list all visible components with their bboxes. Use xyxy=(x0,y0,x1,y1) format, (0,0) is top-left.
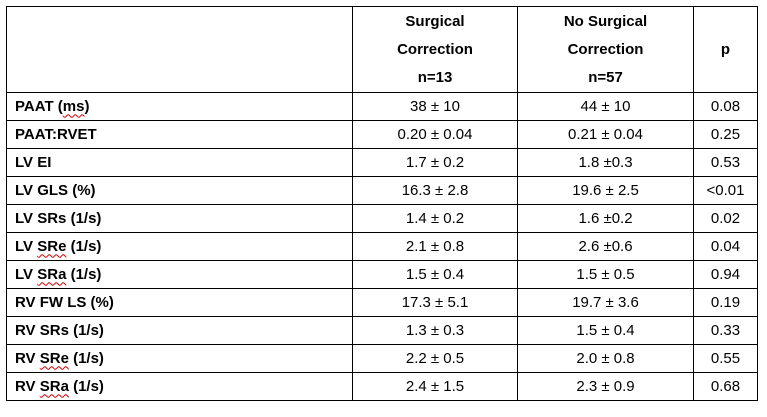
header-line: Surgical xyxy=(405,13,465,30)
table-row: LV SRa (1/s) 1.5 ± 0.4 1.5 ± 0.5 0.94 xyxy=(6,260,758,289)
header-line: No Surgical xyxy=(563,13,648,30)
no-surgical-value: 19.6 ± 2.5 xyxy=(517,176,694,205)
p-value: 0.25 xyxy=(693,120,758,149)
row-label: LV SRs (1/s) xyxy=(6,204,353,233)
header-surgical-correction: Surgical Correction n=13 xyxy=(352,6,518,93)
surgical-value: 1.4 ± 0.2 xyxy=(352,204,518,233)
surgical-value: 17.3 ± 5.1 xyxy=(352,288,518,317)
row-label-text: RV xyxy=(15,377,40,395)
row-label-spellcheck-text: SRa xyxy=(37,265,67,283)
row-label-spellcheck-text: SRe xyxy=(37,237,67,255)
row-label-text: (1/s) xyxy=(66,265,102,283)
comparison-table: Surgical Correction n=13 No Surgical Cor… xyxy=(6,6,758,401)
p-value: 0.19 xyxy=(693,288,758,317)
no-surgical-value: 44 ± 10 xyxy=(517,92,694,121)
row-label: RV SRa (1/s) xyxy=(6,372,353,401)
row-label: LV GLS (%) xyxy=(6,176,353,205)
surgical-value: 2.1 ± 0.8 xyxy=(352,232,518,261)
table-row: LV GLS (%) 16.3 ± 2.8 19.6 ± 2.5 <0.01 xyxy=(6,176,758,205)
p-value: 0.02 xyxy=(693,204,758,233)
header-line: n=13 xyxy=(417,69,453,86)
row-label-text: ) xyxy=(84,97,90,115)
row-label-text: (1/s) xyxy=(68,377,104,395)
surgical-value: 1.7 ± 0.2 xyxy=(352,148,518,177)
row-label: PAAT:RVET xyxy=(6,120,353,149)
header-row: Surgical Correction n=13 No Surgical Cor… xyxy=(6,6,758,93)
table-row: RV SRs (1/s) 1.3 ± 0.3 1.5 ± 0.4 0.33 xyxy=(6,316,758,345)
header-line: Correction xyxy=(397,41,473,58)
surgical-value: 0.20 ± 0.04 xyxy=(352,120,518,149)
row-label-text: LV xyxy=(15,265,38,283)
row-label-text: LV EI xyxy=(15,153,52,171)
row-label-spellcheck-text: SRa xyxy=(39,377,69,395)
p-value: 0.94 xyxy=(693,260,758,289)
p-value: 0.68 xyxy=(693,372,758,401)
p-value: <0.01 xyxy=(693,176,758,205)
row-label: LV SRa (1/s) xyxy=(6,260,353,289)
p-value: 0.55 xyxy=(693,344,758,373)
no-surgical-value: 2.0 ± 0.8 xyxy=(517,344,694,373)
surgical-value: 38 ± 10 xyxy=(352,92,518,121)
row-label-text: PAAT ( xyxy=(15,97,63,115)
row-label: RV SRs (1/s) xyxy=(6,316,353,345)
row-label-text: RV SRs (1/s) xyxy=(15,321,104,339)
table-row: LV SRe (1/s) 2.1 ± 0.8 2.6 ±0.6 0.04 xyxy=(6,232,758,261)
table-row: LV SRs (1/s) 1.4 ± 0.2 1.6 ±0.2 0.02 xyxy=(6,204,758,233)
no-surgical-value: 1.5 ± 0.5 xyxy=(517,260,694,289)
no-surgical-value: 19.7 ± 3.6 xyxy=(517,288,694,317)
header-no-surgical-correction: No Surgical Correction n=57 xyxy=(517,6,694,93)
no-surgical-value: 1.6 ±0.2 xyxy=(517,204,694,233)
header-p-value: p xyxy=(693,6,758,93)
surgical-value: 1.3 ± 0.3 xyxy=(352,316,518,345)
table-row: RV SRa (1/s) 2.4 ± 1.5 2.3 ± 0.9 0.68 xyxy=(6,372,758,401)
no-surgical-value: 2.6 ±0.6 xyxy=(517,232,694,261)
table-row: PAAT (ms) 38 ± 10 44 ± 10 0.08 xyxy=(6,92,758,121)
row-label: LV SRe (1/s) xyxy=(6,232,353,261)
row-label-text: (1/s) xyxy=(66,237,102,255)
row-label-text: LV GLS (%) xyxy=(15,181,96,199)
no-surgical-value: 1.5 ± 0.4 xyxy=(517,316,694,345)
row-label-text: LV SRs (1/s) xyxy=(15,209,102,227)
table-row: PAAT:RVET 0.20 ± 0.04 0.21 ± 0.04 0.25 xyxy=(6,120,758,149)
p-value: 0.33 xyxy=(693,316,758,345)
header-empty-cell xyxy=(6,6,353,93)
row-label: RV SRe (1/s) xyxy=(6,344,353,373)
p-value: 0.08 xyxy=(693,92,758,121)
header-line: p xyxy=(720,41,731,58)
row-label-text: (1/s) xyxy=(68,349,104,367)
no-surgical-value: 1.8 ±0.3 xyxy=(517,148,694,177)
table-row: RV SRe (1/s) 2.2 ± 0.5 2.0 ± 0.8 0.55 xyxy=(6,344,758,373)
row-label-text: RV FW LS (%) xyxy=(15,293,114,311)
header-line: Correction xyxy=(567,41,644,58)
surgical-value: 2.2 ± 0.5 xyxy=(352,344,518,373)
p-value: 0.53 xyxy=(693,148,758,177)
table-body: PAAT (ms) 38 ± 10 44 ± 10 0.08 PAAT:RVET 0.20… xyxy=(6,92,758,401)
row-label-text: RV xyxy=(15,349,40,367)
no-surgical-value: 2.3 ± 0.9 xyxy=(517,372,694,401)
row-label: LV EI xyxy=(6,148,353,177)
table-row: RV FW LS (%) 17.3 ± 5.1 19.7 ± 3.6 0.19 xyxy=(6,288,758,317)
row-label-text: PAAT:RVET xyxy=(15,125,97,143)
surgical-value: 2.4 ± 1.5 xyxy=(352,372,518,401)
row-label: RV FW LS (%) xyxy=(6,288,353,317)
row-label-spellcheck-text: SRe xyxy=(39,349,69,367)
row-label-text: LV xyxy=(15,237,38,255)
p-value: 0.04 xyxy=(693,232,758,261)
surgical-value: 1.5 ± 0.4 xyxy=(352,260,518,289)
surgical-value: 16.3 ± 2.8 xyxy=(352,176,518,205)
table-row: LV EI 1.7 ± 0.2 1.8 ±0.3 0.53 xyxy=(6,148,758,177)
row-label-spellcheck-text: ms xyxy=(62,97,85,115)
row-label: PAAT (ms) xyxy=(6,92,353,121)
header-line: n=57 xyxy=(588,69,623,86)
no-surgical-value: 0.21 ± 0.04 xyxy=(517,120,694,149)
